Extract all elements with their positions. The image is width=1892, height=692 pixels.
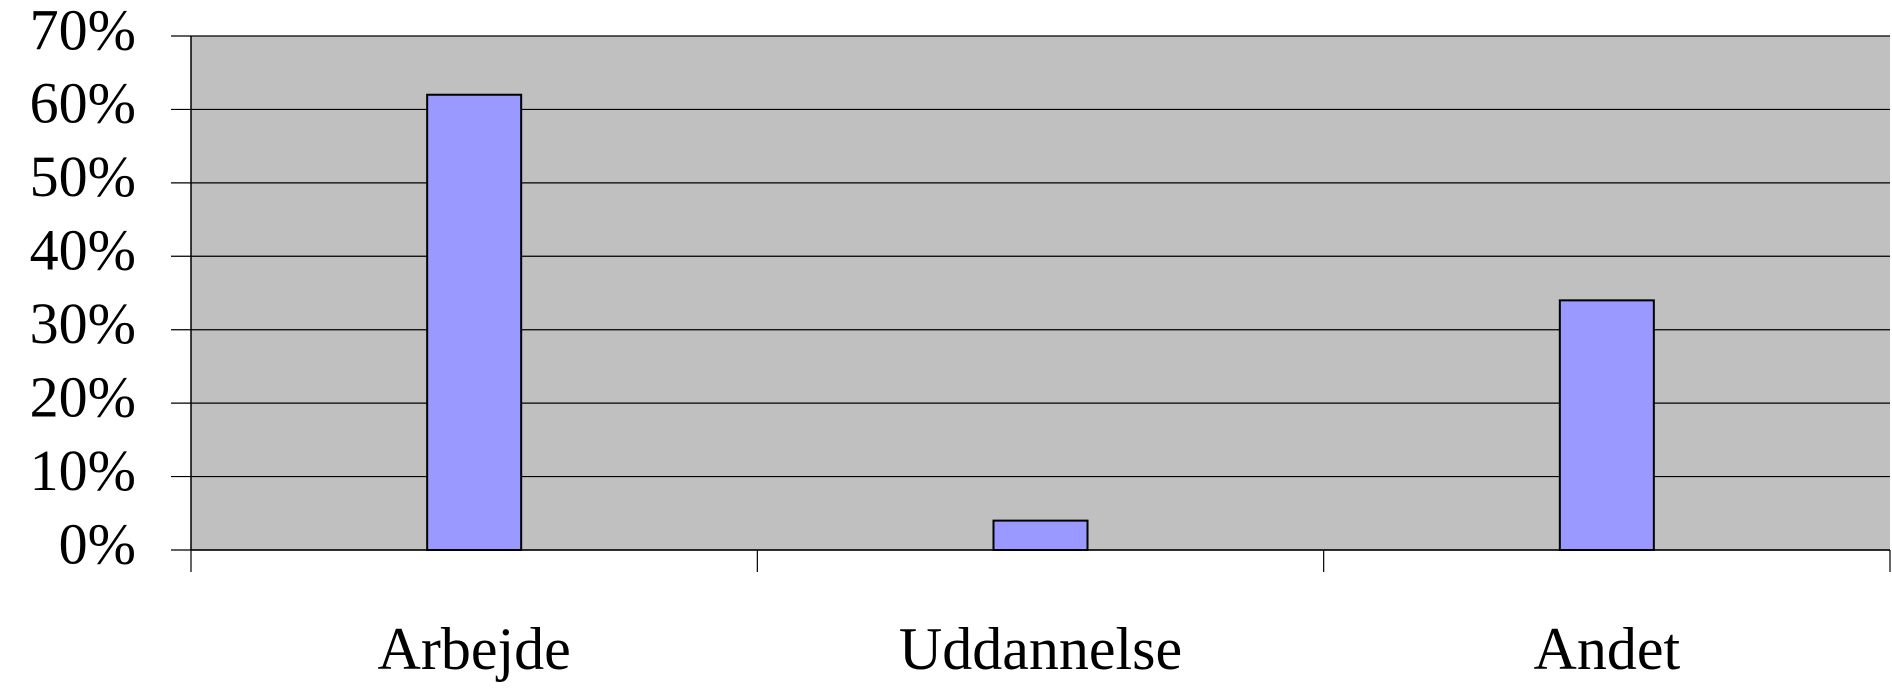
bar — [992, 519, 1089, 552]
y-tick-label: 30% — [30, 291, 136, 356]
x-tick-label: Andet — [1534, 616, 1681, 682]
y-tick-label: 10% — [30, 438, 136, 503]
y-tick-label: 50% — [30, 144, 136, 209]
y-tick-label: 60% — [30, 71, 136, 136]
y-tick-label: 40% — [30, 218, 136, 283]
bar — [1558, 299, 1655, 552]
y-tick-label: 0% — [59, 511, 136, 576]
x-tick-label: Uddannelse — [899, 616, 1182, 682]
bar — [426, 93, 523, 551]
y-tick-label: 70% — [30, 0, 136, 62]
y-tick-label: 20% — [30, 364, 136, 429]
x-tick-label: Arbejde — [378, 616, 571, 682]
